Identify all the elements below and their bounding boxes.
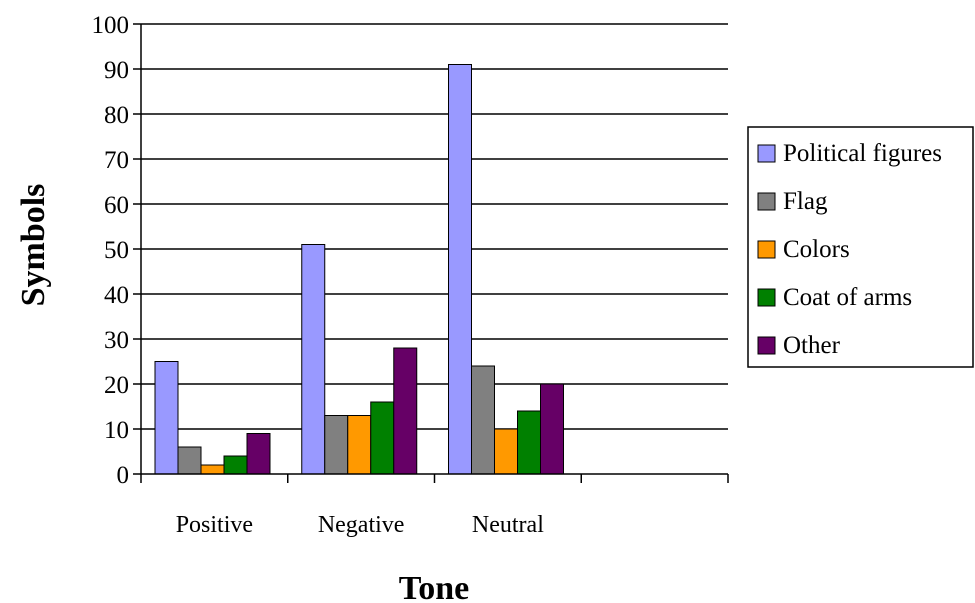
y-tick-label: 40 [104,282,129,309]
bar [494,428,518,475]
y-tick-label: 70 [104,147,129,174]
y-tick-label: 80 [104,102,129,129]
bar [471,365,495,475]
bar [517,410,541,475]
legend-label: Coat of arms [783,284,912,311]
tick-labels: 0 10 20 30 40 50 60 70 80 90 100 Positive Negative Ne… [92,12,545,538]
legend-label: Colors [783,236,850,263]
legend-items: Political figures Flag Colors Coat of arms O… [757,140,942,359]
x-tick-label: Neutral [472,512,544,538]
y-tick-label: 0 [117,462,130,489]
bar [448,64,472,475]
legend-label: Political figures [783,140,942,167]
legend-swatch [757,336,776,355]
bar [393,347,418,475]
gridlines [141,23,728,430]
x-tick-label: Negative [318,512,405,538]
y-tick-label: 50 [104,237,129,264]
y-tick-label: 20 [104,372,129,399]
legend-swatch [757,240,776,259]
legend-label: Other [783,332,841,359]
legend-label: Flag [783,188,828,215]
legend: Political figures Flag Colors Coat of arms O… [747,126,974,368]
bar [177,446,202,475]
axes [133,23,729,483]
x-tick-label: Positive [176,512,253,538]
y-axis-title: Symbols [15,184,52,307]
bar [324,415,349,475]
y-tick-label: 10 [104,417,129,444]
y-tick-label: 60 [104,192,129,219]
legend-swatch [757,192,776,211]
y-tick-label: 90 [104,57,129,84]
bar [301,244,326,475]
legend-box [747,126,974,368]
bar [154,361,179,475]
bar [223,455,248,475]
bars [154,64,564,475]
x-axis-title: Tone [399,570,470,603]
bar [246,433,271,475]
y-tick-label: 100 [92,12,130,39]
y-tick-label: 30 [104,327,129,354]
bar [200,464,225,475]
bar [370,401,395,475]
bar [347,415,372,475]
legend-swatch [757,144,776,163]
bar [540,383,564,475]
legend-swatch [757,288,776,307]
